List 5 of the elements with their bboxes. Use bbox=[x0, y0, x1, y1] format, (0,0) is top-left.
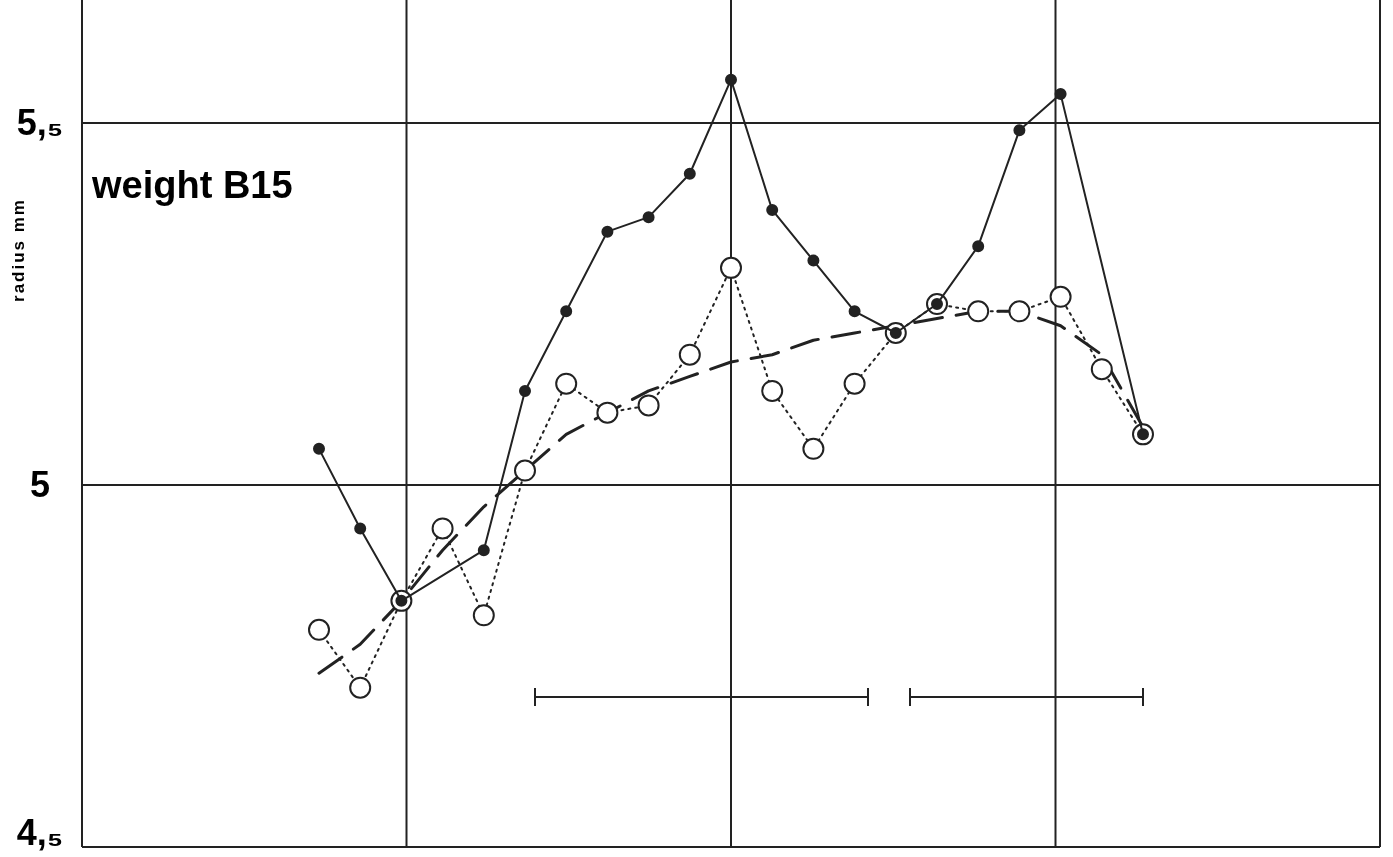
text: weight B15 bbox=[91, 164, 293, 206]
y-tick-label: 4,₅ bbox=[16, 812, 64, 853]
y-tick-label: 5,₅ bbox=[16, 102, 64, 144]
y-axis-title: radius mm bbox=[9, 198, 28, 302]
y-tick-label: 5 bbox=[29, 464, 51, 506]
